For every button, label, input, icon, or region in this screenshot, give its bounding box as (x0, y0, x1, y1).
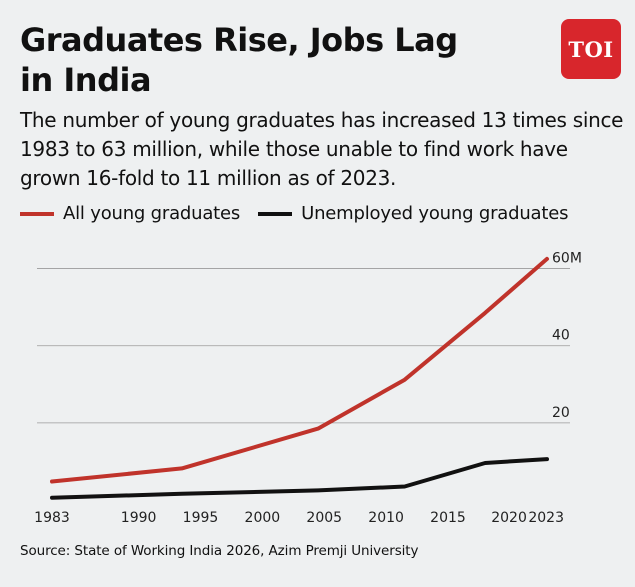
y-tick-label-40: 40 (552, 328, 570, 344)
chart-title: Graduates Rise, Jobs Lag in India (20, 21, 458, 99)
legend-item-graduates: All young graduates (20, 203, 240, 224)
x-tick-label-2000: 2000 (245, 510, 281, 526)
series-line-graduates (50, 256, 549, 484)
legend-swatch-graduates (20, 211, 54, 216)
chart-legend: All young graduates Unemployed young gra… (20, 203, 568, 224)
x-tick-label-2005: 2005 (306, 510, 342, 526)
x-tick-label-1995: 1995 (183, 510, 219, 526)
chart-subtitle: The number of young graduates has increa… (20, 108, 624, 190)
legend-item-unemployed: Unemployed young graduates (258, 203, 568, 224)
x-tick-label-2015: 2015 (430, 510, 466, 526)
x-tick-label-2010: 2010 (368, 510, 404, 526)
legend-label-graduates: All young graduates (63, 203, 241, 224)
legend-label-unemployed: Unemployed young graduates (301, 203, 569, 224)
y-tick-label-60: 60M (552, 251, 582, 267)
x-tick-label-1990: 1990 (121, 510, 157, 526)
x-tick-label-2023: 2023 (528, 510, 564, 526)
x-tick-label-1983: 1983 (34, 510, 70, 526)
series-line-unemployed (50, 457, 549, 500)
source-note: Source: State of Working India 2026, Azi… (20, 543, 419, 559)
x-tick-label-2020: 2020 (491, 510, 527, 526)
legend-swatch-unemployed (258, 211, 293, 216)
y-tick-label-20: 20 (552, 405, 570, 421)
toi-logo-text: TOI (568, 36, 614, 62)
toi-logo: TOI (561, 19, 621, 79)
